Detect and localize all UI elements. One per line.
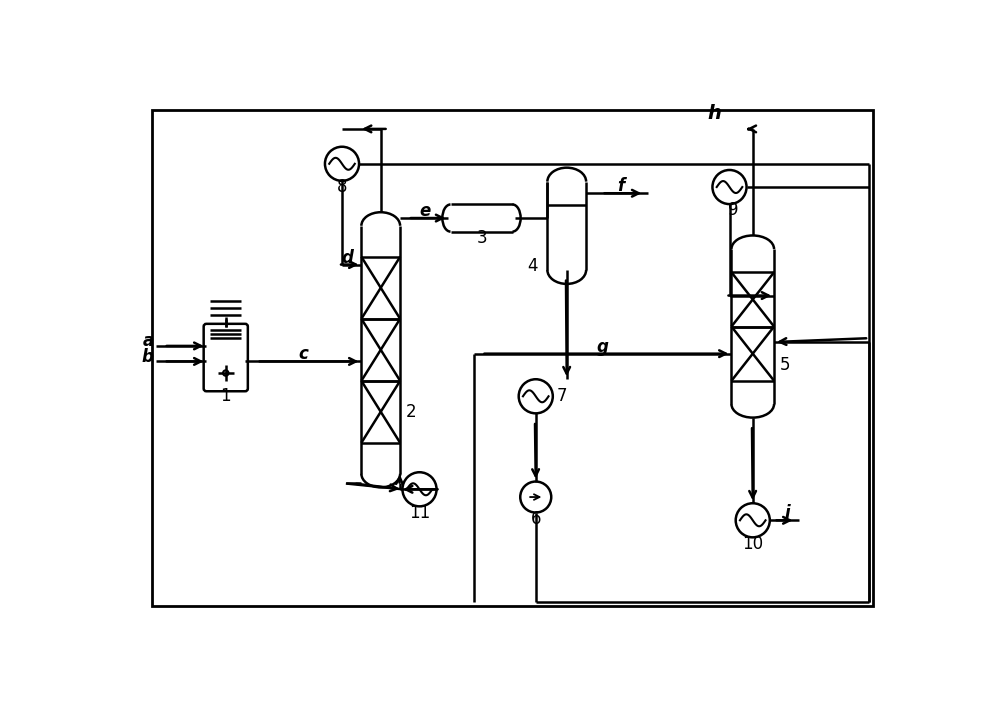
Text: f: f xyxy=(617,177,625,195)
Text: 2: 2 xyxy=(406,403,416,421)
Text: c: c xyxy=(298,346,308,363)
Text: 6: 6 xyxy=(530,510,541,527)
Text: b: b xyxy=(142,348,154,366)
Text: 5: 5 xyxy=(779,356,790,375)
Text: d: d xyxy=(342,249,354,268)
Text: 9: 9 xyxy=(728,201,739,219)
Text: 4: 4 xyxy=(528,257,538,275)
Text: 8: 8 xyxy=(337,178,347,196)
Text: 7: 7 xyxy=(557,387,567,405)
Text: g: g xyxy=(597,338,609,355)
Text: e: e xyxy=(420,202,431,220)
Text: i: i xyxy=(785,503,790,522)
Text: 10: 10 xyxy=(742,535,763,552)
Text: a: a xyxy=(142,332,154,350)
Text: 1: 1 xyxy=(220,387,231,405)
Text: 3: 3 xyxy=(476,229,487,247)
Text: 11: 11 xyxy=(409,503,430,522)
Text: h: h xyxy=(707,104,721,123)
